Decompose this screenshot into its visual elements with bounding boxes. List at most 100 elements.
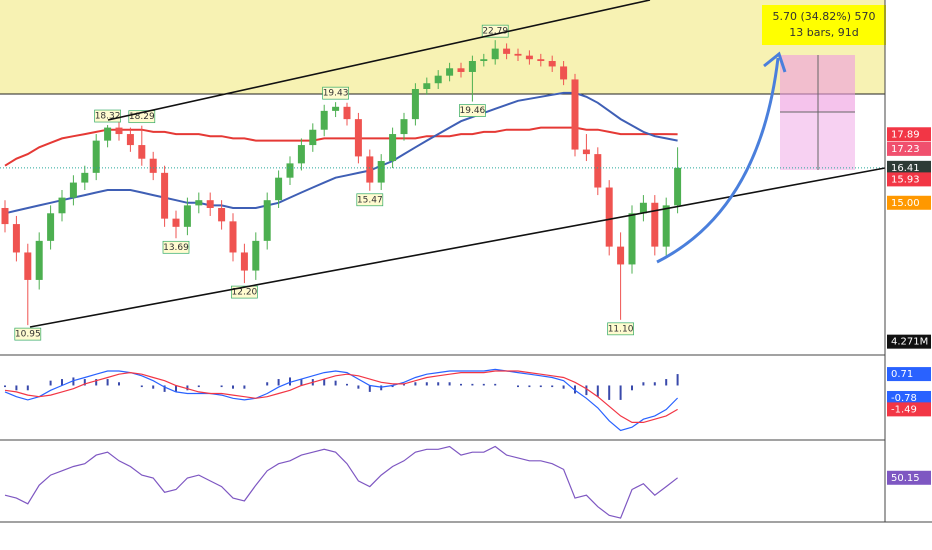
- extreme-label: 15.47: [357, 195, 383, 205]
- macd-line: [4, 368, 679, 432]
- candle-body: [309, 129, 317, 146]
- macd-histogram-bar: [403, 383, 405, 386]
- macd-histogram-bar: [619, 385, 622, 400]
- macd-histogram-bar: [152, 385, 155, 389]
- price-tag-label: -0.78: [891, 393, 917, 404]
- macd-histogram-bar: [243, 385, 246, 389]
- extreme-label-box: [162, 240, 190, 254]
- extreme-label: 19.46: [460, 106, 486, 116]
- macd-histogram-bar: [334, 380, 337, 386]
- candle-body: [457, 68, 465, 72]
- macd-histogram-bar: [494, 383, 497, 386]
- candle-body: [149, 158, 157, 173]
- candle-body: [662, 205, 670, 247]
- candle-body: [263, 200, 271, 241]
- moving-average: [4, 91, 678, 215]
- price-tag: [887, 367, 931, 382]
- candle-body: [571, 79, 579, 150]
- macd-histogram-bar: [448, 382, 451, 386]
- candle-body: [297, 145, 305, 164]
- extreme-label: 11.10: [608, 324, 634, 334]
- price-tag: [887, 390, 931, 405]
- macd-histogram-bar: [26, 385, 29, 391]
- extreme-label: 13.69: [163, 243, 189, 253]
- trend-line: [29, 167, 886, 328]
- price-tag: [887, 195, 931, 210]
- macd-histogram-bar: [562, 385, 565, 389]
- candle-body: [491, 48, 499, 60]
- price-tag-label: 17.23: [891, 144, 920, 155]
- macd-histogram-bar: [585, 385, 588, 396]
- price-tag: [887, 172, 931, 187]
- candle-body: [24, 252, 32, 280]
- candle-body: [35, 240, 43, 280]
- candle-body: [366, 156, 374, 183]
- price-tag: [887, 127, 931, 142]
- projection-text: 13 bars, 91d: [789, 26, 858, 39]
- price-tag-label: -1.49: [891, 404, 917, 415]
- macd-histogram-bar: [232, 385, 234, 389]
- candle-body: [525, 55, 533, 60]
- macd-histogram-bar: [631, 385, 633, 391]
- candle-body: [81, 172, 89, 183]
- macd-histogram-bar: [266, 382, 269, 386]
- macd-histogram-bar: [83, 379, 86, 386]
- macd-histogram-bar: [163, 385, 166, 392]
- price-tag-label: 15.93: [891, 174, 920, 185]
- macd-histogram-bar: [175, 385, 177, 392]
- macd-histogram-bar: [300, 379, 303, 386]
- candle-body: [104, 127, 112, 141]
- macd-histogram-bar: [425, 382, 428, 386]
- candle-body: [389, 134, 397, 162]
- candle-body: [320, 110, 328, 130]
- macd-histogram-bar: [528, 385, 531, 388]
- macd-histogram-bar: [517, 385, 519, 388]
- price-tag: [887, 160, 931, 175]
- plot: 18.32 18.29 19.43 22.79 19.46 15.47 13.69 12.20…: [0, 24, 885, 519]
- candle-body: [514, 53, 522, 56]
- candle-body: [12, 224, 20, 253]
- price-tag-label: 4.271M: [891, 337, 928, 348]
- price-tag: [887, 470, 931, 485]
- candle-body: [639, 202, 647, 214]
- macd-histogram-bar: [653, 382, 656, 386]
- candle-body: [537, 59, 545, 62]
- candle-body: [617, 246, 625, 265]
- extreme-label: 19.43: [323, 89, 349, 99]
- trend-line: [107, 0, 651, 121]
- projection-box: [762, 5, 886, 45]
- price-tag-label: 16.41: [891, 163, 920, 174]
- candle-body: [354, 119, 362, 157]
- target-zone: [0, 0, 885, 94]
- candle-body: [218, 207, 226, 222]
- candle-body: [115, 127, 123, 135]
- macd-histogram-bar: [4, 385, 6, 388]
- candle-body: [674, 167, 682, 206]
- projection-text: 5.70 (34.82%) 570: [772, 10, 875, 23]
- price-tag-label: 15.00: [891, 198, 920, 209]
- macd-histogram-bar: [106, 379, 109, 386]
- macd-histogram-bar: [460, 383, 462, 386]
- candle-body: [548, 61, 556, 67]
- candle-body: [126, 134, 134, 146]
- candle-body: [560, 66, 568, 80]
- macd-histogram-bar: [15, 385, 18, 391]
- price-tag-label: 0.71: [891, 369, 913, 380]
- macd-histogram-bar: [551, 385, 554, 388]
- macd-histogram-bar: [471, 383, 474, 386]
- extreme-label-box: [607, 322, 634, 336]
- candle-body: [69, 182, 77, 198]
- candle-body: [183, 205, 191, 227]
- macd-histogram-bar: [140, 385, 143, 388]
- candle-body: [343, 106, 351, 120]
- candle-body: [1, 207, 9, 225]
- price-tag: [887, 334, 931, 349]
- extreme-label: 22.79: [482, 27, 508, 37]
- signal-line: [4, 370, 678, 423]
- candle-body: [240, 252, 248, 271]
- candle-body: [480, 59, 488, 62]
- macd-histogram-bar: [676, 374, 679, 386]
- candle-body: [252, 240, 260, 271]
- macd-histogram-bar: [323, 379, 326, 386]
